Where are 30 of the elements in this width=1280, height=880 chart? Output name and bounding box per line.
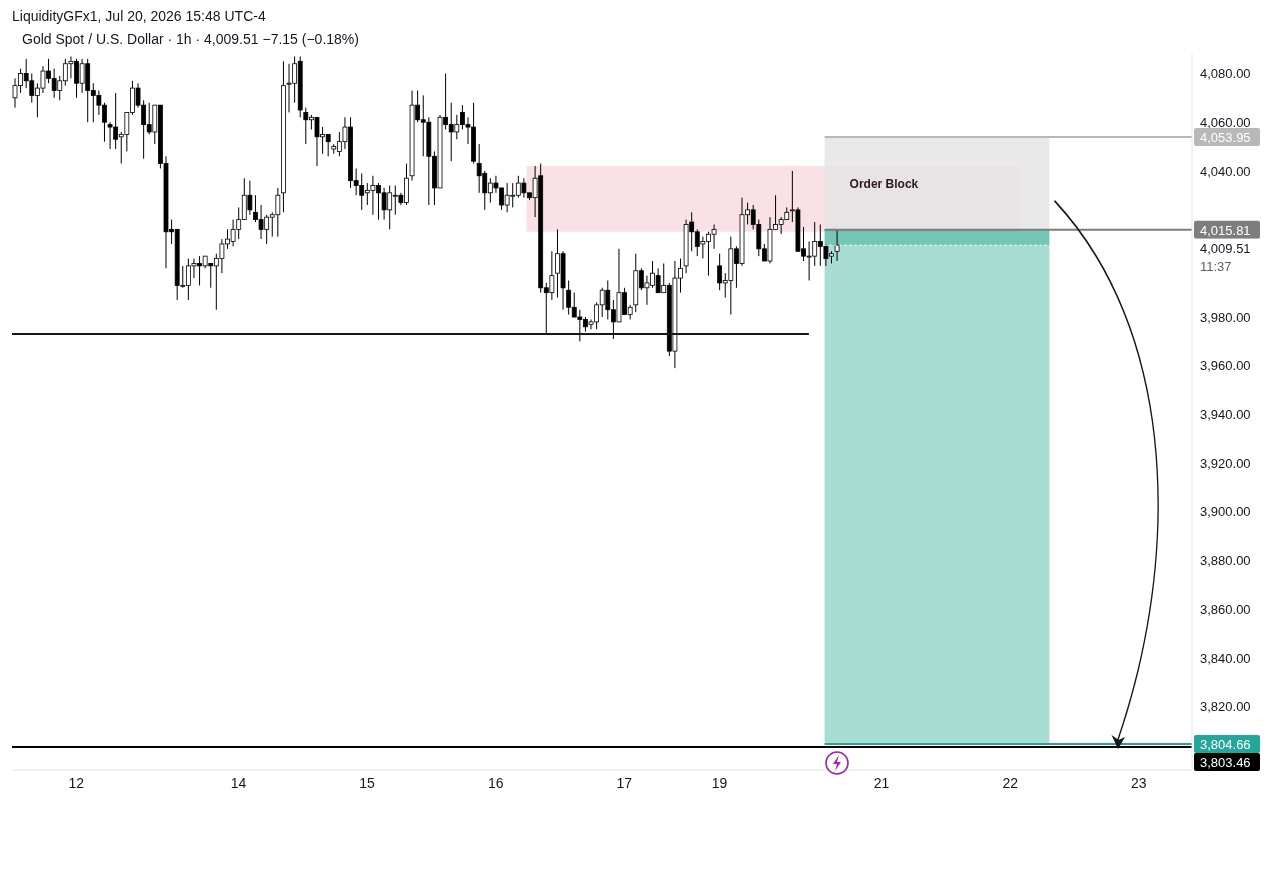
x-tick-label: 21 bbox=[873, 774, 890, 791]
y-tick-label: 3,880.00 bbox=[1200, 553, 1251, 569]
y-tick-label: 3,820.00 bbox=[1200, 699, 1251, 715]
y-tick-label: 3,900.00 bbox=[1200, 504, 1251, 520]
ref-line-label: 4,009.51 bbox=[1200, 240, 1251, 256]
band-label: Order Block bbox=[849, 176, 919, 191]
y-tick-label: 3,920.00 bbox=[1200, 455, 1251, 471]
chart-subtitle: LiquidityGFx1, Jul 20, 2026 15:48 UTC-4 bbox=[12, 8, 266, 24]
x-tick-label: 15 bbox=[359, 774, 376, 791]
x-tick-label: 14 bbox=[230, 774, 247, 791]
x-tick-label: 16 bbox=[487, 774, 504, 791]
text: 11:37 bbox=[1200, 258, 1232, 274]
y-tick-label: 3,860.00 bbox=[1200, 601, 1251, 617]
x-tick-label: 23 bbox=[1131, 774, 1147, 791]
y-tick-label: 4,040.00 bbox=[1200, 163, 1251, 179]
y-tick-label: 4,080.00 bbox=[1200, 66, 1251, 82]
ref-line-label: 3,804.66 bbox=[1200, 737, 1251, 753]
x-tick-label: 19 bbox=[711, 774, 728, 791]
ref-line-label: 4,015.81 bbox=[1200, 222, 1251, 238]
x-tick-label: 22 bbox=[1002, 774, 1019, 791]
y-tick-label: 3,960.00 bbox=[1200, 358, 1251, 374]
ref-line-label: 3,803.46 bbox=[1200, 755, 1251, 771]
y-tick-label: 4,060.00 bbox=[1200, 114, 1251, 130]
y-tick-label: 3,940.00 bbox=[1200, 407, 1251, 423]
y-tick-label: 3,980.00 bbox=[1200, 309, 1251, 325]
y-tick-label: 3,840.00 bbox=[1200, 650, 1251, 666]
ref-line-label: 4,053.95 bbox=[1200, 129, 1251, 145]
x-tick-label: 12 bbox=[68, 774, 85, 791]
x-tick-label: 17 bbox=[616, 774, 633, 791]
chart-title: Gold Spot / U.S. Dollar · 1h · 4,009.51 −7.15 (−0.18%) bbox=[22, 31, 359, 47]
